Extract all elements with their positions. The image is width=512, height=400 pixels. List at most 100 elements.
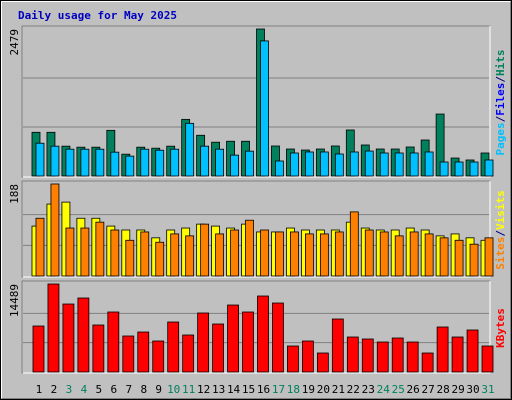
bar (215, 233, 224, 277)
bar (316, 352, 329, 373)
bar (364, 229, 374, 277)
bar (469, 243, 479, 277)
bar (406, 341, 419, 373)
x-tick-label: 4 (81, 383, 88, 396)
bar (65, 227, 75, 277)
bar (212, 323, 224, 373)
x-tick-label: 14 (227, 383, 241, 396)
bevel (23, 281, 491, 374)
bar (50, 183, 60, 277)
bar (257, 295, 269, 373)
legend-entry: Sites (494, 237, 507, 270)
bar (35, 217, 45, 277)
bar (230, 229, 239, 277)
bar (481, 345, 494, 373)
bar (421, 352, 434, 373)
bar (305, 233, 314, 277)
y-tick-label: 2479 (8, 29, 21, 56)
legend-entry: KBytes (494, 308, 507, 348)
bar (92, 324, 105, 373)
bar (242, 311, 254, 373)
x-tick-label: 27 (422, 383, 435, 396)
x-tick-label: 25 (392, 383, 405, 396)
legend-entry: / (494, 115, 507, 122)
bar (245, 150, 254, 177)
bar (122, 335, 135, 373)
bar (32, 325, 45, 373)
bar (125, 155, 135, 177)
bar (319, 151, 329, 177)
bar (152, 340, 165, 373)
bar (334, 231, 344, 277)
bar (185, 122, 195, 177)
bevel (23, 26, 491, 178)
bar (394, 152, 404, 177)
x-tick-label: 11 (182, 383, 195, 396)
legend: KBytes (494, 308, 507, 348)
bar (364, 150, 374, 177)
x-tick-label: 6 (111, 383, 118, 396)
bar (185, 235, 195, 277)
x-tick-label: 3 (66, 383, 73, 396)
x-tick-label: 12 (197, 383, 210, 396)
legend: Sites/Visits (494, 190, 507, 270)
bar (361, 338, 374, 373)
legend-entry: Visits (494, 190, 507, 230)
bar (155, 241, 165, 277)
x-tick-label: 31 (481, 383, 494, 396)
bar (215, 148, 224, 177)
bar (140, 148, 150, 177)
x-tick-label: 10 (167, 383, 180, 396)
bar (469, 161, 479, 177)
bar (110, 229, 120, 277)
bar (107, 311, 120, 373)
bar (436, 326, 449, 373)
bar (230, 154, 239, 177)
legend-entry: / (494, 230, 507, 237)
bar (272, 302, 284, 373)
x-tick-label: 16 (257, 383, 270, 396)
bar (305, 151, 314, 177)
bar (65, 148, 75, 177)
x-tick-label: 24 (377, 383, 391, 396)
x-tick-label: 29 (451, 383, 464, 396)
bar (290, 152, 299, 177)
bar (182, 334, 195, 373)
bar (334, 153, 344, 177)
x-tick-label: 7 (125, 383, 132, 396)
x-tick-label: 15 (242, 383, 255, 396)
x-tick-label: 28 (436, 383, 449, 396)
y-tick-label: 14489 (8, 284, 21, 317)
bar (424, 233, 434, 277)
bar (394, 235, 404, 277)
bar (439, 237, 449, 277)
legend-entry: Pages (494, 122, 507, 155)
legend-entry: / (494, 76, 507, 83)
bar (409, 152, 419, 177)
x-tick-label: 18 (287, 383, 300, 396)
bar (391, 337, 404, 373)
bar (200, 145, 210, 177)
bar (290, 231, 299, 277)
bar (50, 145, 60, 177)
legend-entry: Files (494, 83, 507, 116)
bar (155, 149, 165, 177)
x-tick-label: 19 (302, 383, 315, 396)
x-tick-label: 1 (36, 383, 43, 396)
x-tick-label: 13 (212, 383, 225, 396)
x-tick-label: 2 (51, 383, 58, 396)
bar (95, 148, 105, 177)
bar (95, 221, 105, 277)
bar (197, 312, 210, 373)
bar (260, 40, 269, 177)
bar (137, 331, 150, 373)
legend: Pages/Files/Hits (494, 50, 507, 156)
x-tick-label: 9 (155, 383, 162, 396)
bar (245, 219, 254, 277)
bar (200, 223, 210, 277)
bar (170, 148, 180, 177)
bar (379, 152, 389, 177)
